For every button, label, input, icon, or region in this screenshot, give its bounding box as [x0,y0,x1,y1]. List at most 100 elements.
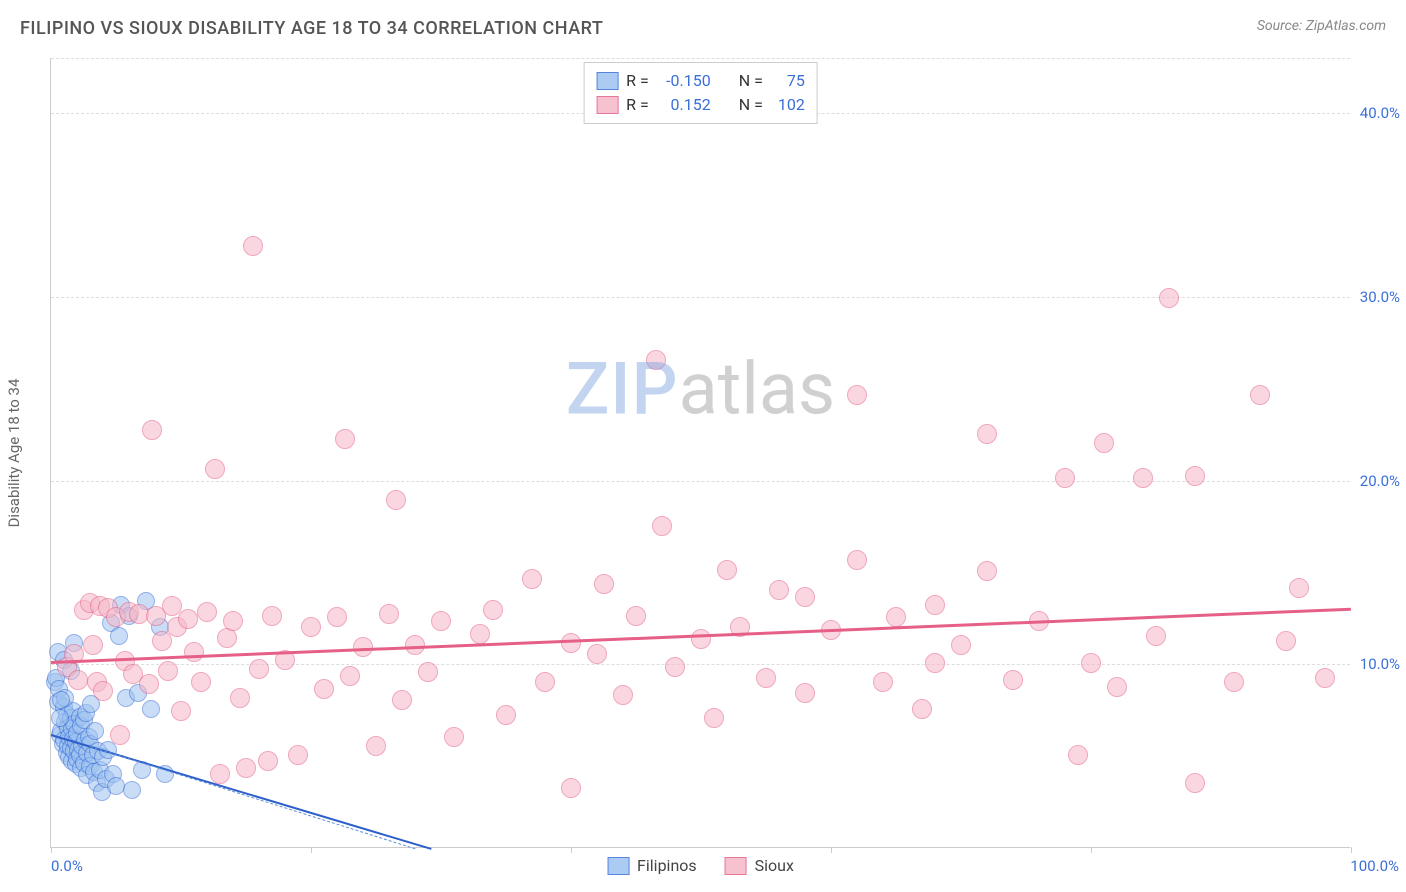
x-tick [311,847,312,853]
data-point [646,350,666,370]
data-point [68,670,88,690]
data-point [52,691,70,709]
data-point [977,561,997,581]
data-point [223,611,243,631]
x-tick-label: 100.0% [1350,857,1399,875]
data-point [184,642,204,662]
data-point [1315,668,1335,688]
data-point [847,550,867,570]
watermark-atlas: atlas [679,347,836,432]
data-point [243,236,263,256]
data-point [1224,672,1244,692]
data-point [1003,670,1023,690]
data-point [191,672,211,692]
data-point [353,637,373,657]
data-point [1276,631,1296,651]
plot-wrapper: Disability Age 18 to 34 ZIPatlas R = -0.… [44,58,1386,848]
data-point [205,459,225,479]
data-point [1159,288,1179,308]
data-point [873,672,893,692]
y-axis-label: Disability Age 18 to 34 [5,379,23,528]
data-point [795,587,815,607]
n-label: N = [739,93,763,117]
legend-row-filipinos: R = -0.150 N = 75 [596,69,805,93]
data-point [951,635,971,655]
data-point [197,602,217,622]
gridline [51,664,1350,665]
swatch-filipinos [596,72,618,90]
data-point [626,606,646,626]
data-point [83,635,103,655]
data-point [1146,626,1166,646]
r-value-filipinos: -0.150 [657,69,711,93]
data-point [925,653,945,673]
n-label: N = [739,69,763,93]
data-point [795,683,815,703]
scatter-plot-area: ZIPatlas R = -0.150 N = 75 R = 0.152 N =… [50,58,1350,848]
chart-header: FILIPINO VS SIOUX DISABILITY AGE 18 TO 3… [0,0,1406,39]
data-point [110,725,130,745]
x-tick [1351,847,1352,853]
swatch-sioux [725,857,747,875]
data-point [717,560,737,580]
n-value-sioux: 102 [771,93,805,117]
data-point [1133,468,1153,488]
data-point [340,666,360,686]
r-label: R = [626,93,649,117]
data-point [1107,677,1127,697]
data-point [86,722,104,740]
data-point [1081,653,1101,673]
x-tick [51,847,52,853]
data-point [139,674,159,694]
x-tick-label: 0.0% [51,857,83,875]
data-point [1055,468,1075,488]
legend-row-sioux: R = 0.152 N = 102 [596,93,805,117]
data-point [93,681,113,701]
legend-item-filipinos: Filipinos [607,856,697,875]
data-point [431,611,451,631]
data-point [249,659,269,679]
data-point [665,657,685,677]
data-point [314,679,334,699]
data-point [496,705,516,725]
correlation-legend: R = -0.150 N = 75 R = 0.152 N = 102 [583,62,818,124]
data-point [483,600,503,620]
x-tick [1091,847,1092,853]
data-point [925,595,945,615]
r-label: R = [626,69,649,93]
y-tick-label: 30.0% [1352,288,1400,306]
data-point [262,606,282,626]
data-point [587,644,607,664]
data-point [1289,578,1309,598]
legend-item-sioux: Sioux [725,856,794,875]
y-tick-label: 10.0% [1352,655,1400,673]
data-point [535,672,555,692]
data-point [912,699,932,719]
gridline [51,297,1350,298]
data-point [392,690,412,710]
swatch-filipinos [607,857,629,875]
data-point [142,700,160,718]
data-point [327,607,347,627]
y-tick-label: 40.0% [1352,104,1400,122]
legend-label-sioux: Sioux [755,856,794,875]
chart-title: FILIPINO VS SIOUX DISABILITY AGE 18 TO 3… [20,18,603,39]
data-point [288,745,308,765]
data-point [210,764,230,784]
legend-label-filipinos: Filipinos [637,856,697,875]
data-point [152,631,172,651]
data-point [386,490,406,510]
data-point [301,617,321,637]
data-point [123,781,141,799]
data-point [51,709,69,727]
y-tick-label: 20.0% [1352,472,1400,490]
data-point [230,688,250,708]
n-value-filipinos: 75 [771,69,805,93]
data-point [444,727,464,747]
data-point [142,420,162,440]
data-point [366,736,386,756]
x-tick [831,847,832,853]
data-point [110,627,128,645]
data-point [691,629,711,649]
data-point [1185,466,1205,486]
